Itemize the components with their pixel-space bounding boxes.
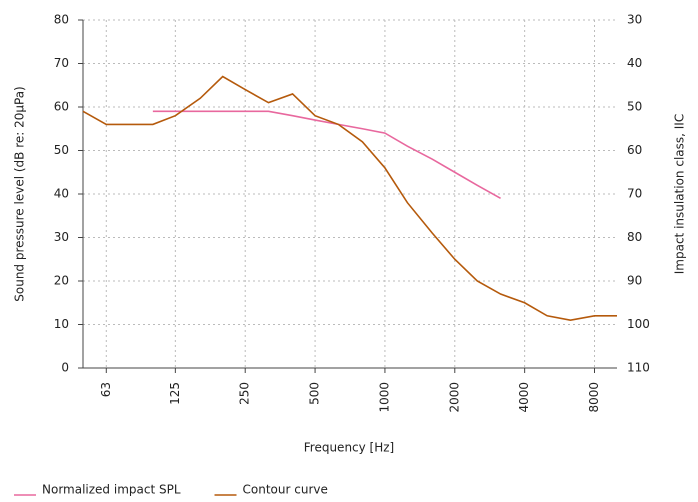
y-tick-label: 10 <box>54 317 69 331</box>
y-tick-label: 30 <box>54 230 69 244</box>
y2-tick-label: 100 <box>627 317 650 331</box>
y2-axis-label: Impact insulation class, IIC <box>673 114 687 274</box>
y-axis-label: Sound pressure level (dB re: 20µPa) <box>13 86 27 302</box>
y-tick-label: 60 <box>54 100 69 114</box>
y2-tick-label: 40 <box>627 56 642 70</box>
series-line <box>82 75 617 321</box>
x-tick-label: 125 <box>168 382 182 405</box>
y-tick-label: 50 <box>54 143 69 157</box>
y2-tick-label: 90 <box>627 274 642 288</box>
series-line <box>152 110 501 200</box>
y-tick-label: 80 <box>54 13 69 27</box>
x-tick-label: 2000 <box>447 382 461 413</box>
y-tick-label: 40 <box>54 187 69 201</box>
x-tick-label: 250 <box>238 382 252 405</box>
y2-tick-label: 70 <box>627 187 642 201</box>
x-tick-label: 1000 <box>377 382 391 413</box>
y-tick-label: 70 <box>54 56 69 70</box>
y2-tick-label: 80 <box>627 230 642 244</box>
y-tick-label: 0 <box>61 361 69 375</box>
legend-label: Contour curve <box>243 483 328 497</box>
y2-tick-label: 30 <box>627 13 642 27</box>
x-tick-label: 63 <box>99 382 113 397</box>
y2-tick-label: 110 <box>627 361 650 375</box>
x-tick-label: 8000 <box>587 382 601 413</box>
y2-tick-label: 60 <box>627 143 642 157</box>
legend-label: Normalized impact SPL <box>42 483 181 497</box>
y-tick-label: 20 <box>54 274 69 288</box>
y2-tick-label: 50 <box>627 100 642 114</box>
x-axis-label: Frequency [Hz] <box>304 441 395 455</box>
x-tick-label: 500 <box>308 382 322 405</box>
x-tick-label: 4000 <box>517 382 531 413</box>
